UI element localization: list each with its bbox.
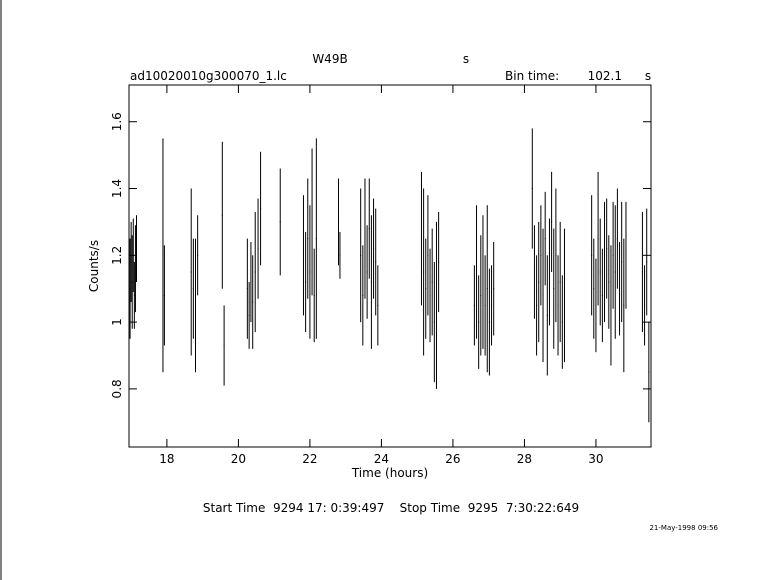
x-tick-label: 22 — [302, 452, 317, 466]
y-tick-label: 1.2 — [110, 246, 124, 265]
y-tick-label: 1.6 — [110, 112, 124, 131]
title-suffix: s — [463, 52, 469, 66]
chart-title: W49B — [312, 52, 347, 66]
x-tick-label: 28 — [517, 452, 532, 466]
x-tick-label: 30 — [588, 452, 603, 466]
x-tick-label: 18 — [159, 452, 174, 466]
bin-time-label: Bin time: — [505, 69, 559, 83]
y-tick-label: 1.4 — [110, 179, 124, 198]
x-tick-label: 26 — [445, 452, 460, 466]
footer: Start Time 9294 17: 0:39:497 Stop Time 9… — [203, 501, 579, 515]
x-axis-label: Time (hours) — [351, 466, 428, 480]
y-axis-label: Counts/s — [87, 240, 101, 292]
y-tick-label: 0.8 — [110, 379, 124, 398]
x-tick-label: 20 — [231, 452, 246, 466]
x-tick-label: 24 — [374, 452, 389, 466]
bin-time: 102.1 — [588, 69, 622, 83]
subtitle: ad10020010g300070_1.lc — [130, 69, 287, 83]
date-stamp: 21-May-1998 09:56 — [649, 524, 718, 532]
plot-frame — [128, 84, 652, 448]
bin-time-unit: s — [645, 69, 651, 83]
y-tick-label: 1 — [110, 318, 124, 326]
